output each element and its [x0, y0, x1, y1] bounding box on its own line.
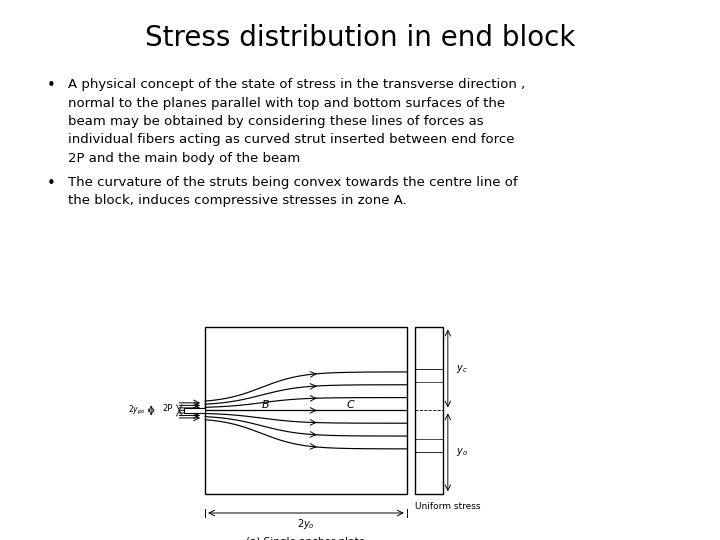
Text: C: C	[346, 400, 354, 410]
Text: normal to the planes parallel with top and bottom surfaces of the: normal to the planes parallel with top a…	[68, 97, 505, 110]
Bar	[205, 327, 407, 494]
Text: •: •	[47, 78, 55, 93]
Text: the block, induces compressive stresses in zone A.: the block, induces compressive stresses …	[68, 194, 407, 207]
Text: Uniform stress: Uniform stress	[415, 502, 481, 511]
Bar	[184, 408, 205, 413]
Text: A physical concept of the state of stress in the transverse direction ,: A physical concept of the state of stres…	[68, 78, 526, 91]
Text: $2y_o$: $2y_o$	[297, 517, 315, 531]
Text: $y_c$: $y_c$	[456, 362, 467, 375]
Text: individual fibers acting as curved strut inserted between end force: individual fibers acting as curved strut…	[68, 133, 515, 146]
Text: 2P: 2P	[163, 403, 173, 413]
Text: Stress distribution in end block: Stress distribution in end block	[145, 24, 575, 52]
Bar	[415, 327, 443, 494]
Text: beam may be obtained by considering these lines of forces as: beam may be obtained by considering thes…	[68, 115, 484, 128]
Text: (a) Single anchor plate: (a) Single anchor plate	[246, 537, 366, 540]
Text: •: •	[47, 176, 55, 191]
Text: $y_o$: $y_o$	[456, 446, 467, 458]
Text: $2y_{po}$: $2y_{po}$	[128, 404, 145, 417]
Text: The curvature of the struts being convex towards the centre line of: The curvature of the struts being convex…	[68, 176, 518, 188]
Text: B: B	[262, 400, 269, 410]
Text: 2P and the main body of the beam: 2P and the main body of the beam	[68, 152, 301, 165]
